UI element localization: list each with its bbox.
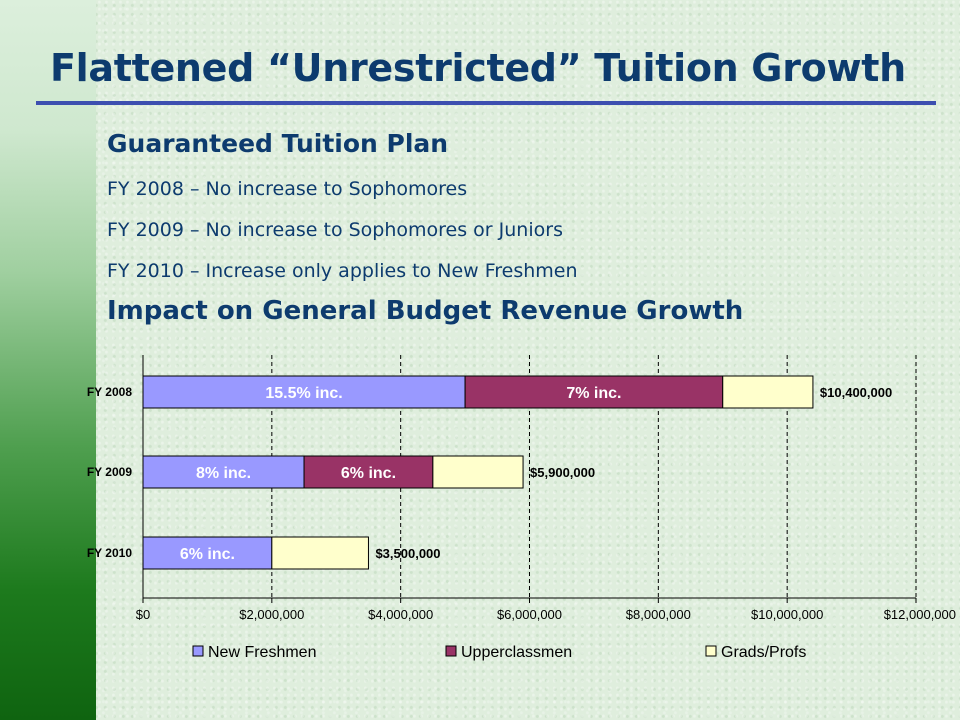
x-tick-label: $6,000,000 (497, 607, 562, 622)
bar-segment (271, 536, 369, 570)
slide-title: Flattened “Unrestricted” Tuition Growth (50, 46, 906, 90)
total-label: $3,500,000 (375, 546, 440, 561)
x-tick-label: $10,000,000 (751, 607, 823, 622)
legend-label: Upperclassmen (461, 644, 572, 661)
total-label: $10,400,000 (820, 385, 892, 400)
title-underline (36, 101, 936, 105)
category-label: FY 2009 (87, 465, 132, 479)
bar-segment (722, 375, 814, 409)
legend-swatch (705, 645, 717, 657)
legend-label: Grads/Profs (721, 644, 806, 661)
heading-guaranteed-plan: Guaranteed Tuition Plan (107, 129, 449, 158)
x-tick-label: $0 (136, 607, 150, 622)
legend-label: New Freshmen (208, 644, 316, 661)
bar-segment (142, 536, 273, 570)
data-label: 15.5% inc. (265, 385, 342, 402)
data-label: 8% inc. (196, 465, 251, 482)
data-label: 6% inc. (180, 546, 235, 563)
data-label: 6% inc. (341, 465, 396, 482)
left-gradient-bar (0, 0, 96, 720)
category-label: FY 2008 (87, 385, 132, 399)
data-label: 7% inc. (566, 385, 621, 402)
bar-segment (142, 455, 305, 489)
bullet-fy2008: FY 2008 – No increase to Sophomores (107, 178, 468, 200)
x-tick-label: $12,000,000 (884, 607, 956, 622)
bar-segment (432, 455, 524, 489)
bar-segment (142, 375, 466, 409)
bullet-fy2010: FY 2010 – Increase only applies to New F… (107, 260, 578, 282)
x-tick-label: $8,000,000 (626, 607, 691, 622)
total-label: $5,900,000 (530, 465, 595, 480)
bullet-fy2009: FY 2009 – No increase to Sophomores or J… (107, 219, 563, 241)
x-tick-label: $2,000,000 (239, 607, 304, 622)
legend-swatch (192, 645, 204, 657)
legend-swatch (445, 645, 457, 657)
heading-impact: Impact on General Budget Revenue Growth (107, 296, 744, 326)
x-tick-label: $4,000,000 (368, 607, 433, 622)
bar-segment (464, 375, 724, 409)
category-label: FY 2010 (87, 546, 132, 560)
